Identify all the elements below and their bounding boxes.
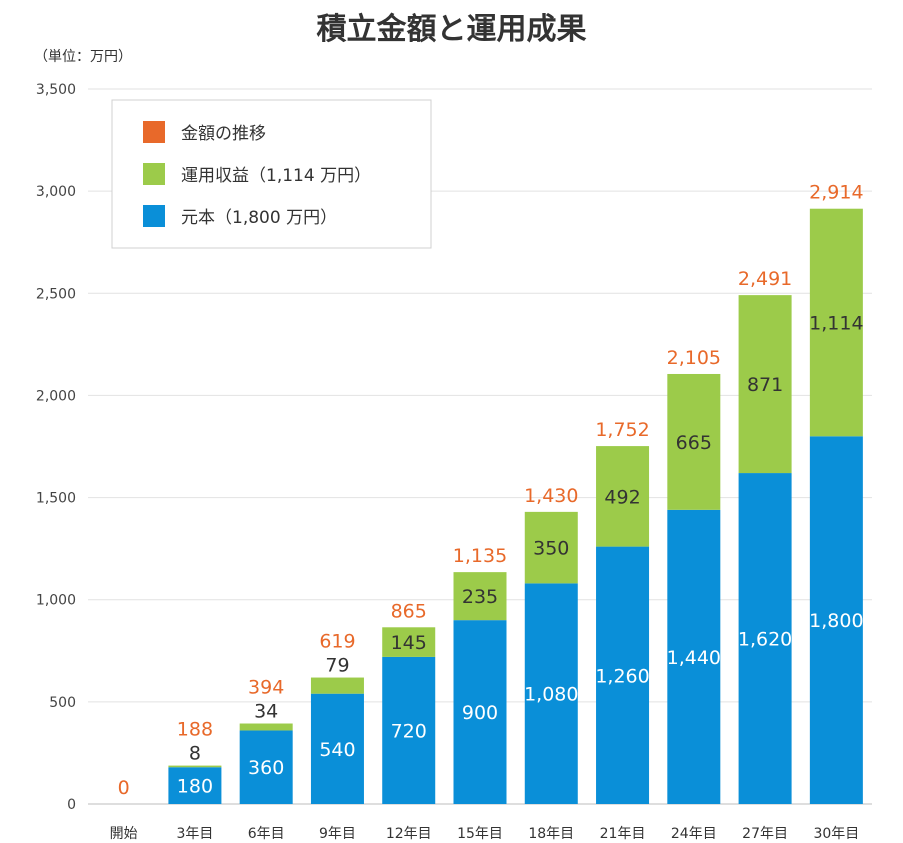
bar-gain xyxy=(453,572,507,621)
principal-label: 540 xyxy=(319,739,355,761)
gain-label: 350 xyxy=(533,538,569,560)
bar-gain xyxy=(524,511,578,584)
x-tick-label: 21年目 xyxy=(600,826,646,842)
bar-principal xyxy=(453,620,507,804)
x-tick-label: 24年目 xyxy=(671,826,717,842)
gain-label: 34 xyxy=(254,701,278,723)
y-tick-label: 3,500 xyxy=(36,82,76,98)
bar-gain xyxy=(809,208,863,437)
total-label: 1,752 xyxy=(595,419,649,441)
gain-label: 79 xyxy=(325,655,349,677)
y-tick-label: 1,500 xyxy=(36,491,76,507)
total-label: 619 xyxy=(319,631,355,653)
principal-label: 1,800 xyxy=(809,610,863,632)
principal-label: 360 xyxy=(248,757,284,779)
bar-principal xyxy=(596,546,650,804)
y-tick-label: 2,000 xyxy=(36,388,76,404)
x-tick-label: 9年目 xyxy=(319,826,356,842)
bar-gain xyxy=(738,295,792,474)
total-label: 2,914 xyxy=(809,182,863,204)
x-tick-label: 3年目 xyxy=(176,826,213,842)
principal-label: 720 xyxy=(391,720,427,742)
y-tick-label: 500 xyxy=(49,695,76,711)
unit-label: （単位：万円） xyxy=(34,49,132,65)
total-label: 2,491 xyxy=(738,268,792,290)
bar-principal xyxy=(738,473,792,804)
bar-principal xyxy=(809,436,863,804)
bars xyxy=(168,208,863,804)
bar-principal xyxy=(168,767,222,804)
x-tick-label: 30年目 xyxy=(813,826,859,842)
bar-principal xyxy=(239,730,293,804)
x-tick-label: 15年目 xyxy=(457,826,503,842)
x-tick-label: 6年目 xyxy=(248,826,285,842)
x-tick-label: 12年目 xyxy=(386,826,432,842)
gain-label: 8 xyxy=(189,743,201,765)
y-tick-label: 3,000 xyxy=(36,184,76,200)
total-label: 188 xyxy=(177,719,213,741)
bar-gain xyxy=(382,627,436,657)
bar-gain xyxy=(310,677,364,694)
legend-swatch xyxy=(143,205,165,227)
legend-swatch xyxy=(143,163,165,185)
legend-label: 運用収益（1,114 万円） xyxy=(181,166,371,186)
chart-title: 積立金額と運用成果 xyxy=(316,12,587,47)
total-label: 1,135 xyxy=(453,545,507,567)
legend-label: 元本（1,800 万円） xyxy=(181,208,337,228)
gain-label: 1,114 xyxy=(809,312,863,334)
total-label: 2,105 xyxy=(667,347,721,369)
bar-gain xyxy=(239,723,293,731)
x-tick-label: 開始 xyxy=(110,826,138,842)
bar-gain xyxy=(168,765,222,768)
x-axis: 開始 3年目 6年目 9年目 12年目 15年目 18年目 21年目 24年目 27年目 30年目 xyxy=(110,826,860,842)
legend-label: 金額の推移 xyxy=(181,124,266,144)
total-label: 865 xyxy=(391,600,427,622)
bar-principal xyxy=(310,693,364,804)
principal-label: 1,440 xyxy=(667,647,721,669)
principal-label: 180 xyxy=(177,776,213,798)
y-tick-label: 2,500 xyxy=(36,286,76,302)
total-label: 0 xyxy=(118,777,130,799)
y-tick-label: 0 xyxy=(67,797,76,813)
principal-label: 900 xyxy=(462,702,498,724)
x-tick-label: 27年目 xyxy=(742,826,788,842)
bar-gain xyxy=(596,446,650,547)
legend-swatch xyxy=(143,121,165,143)
bar-gain xyxy=(667,373,721,510)
y-tick-label: 1,000 xyxy=(36,593,76,609)
bar-principal xyxy=(667,509,721,804)
y-axis: 0 500 1,000 1,500 2,000 2,500 3,000 3,500 xyxy=(36,82,76,813)
gain-label: 665 xyxy=(676,432,712,454)
gain-label: 871 xyxy=(747,374,783,396)
principal-label: 1,080 xyxy=(524,684,578,706)
gain-label: 492 xyxy=(604,486,640,508)
total-label: 394 xyxy=(248,677,284,699)
x-tick-label: 18年目 xyxy=(528,826,574,842)
principal-label: 1,620 xyxy=(738,629,792,651)
total-label: 1,430 xyxy=(524,485,578,507)
bar-principal xyxy=(524,583,578,804)
principal-label: 1,260 xyxy=(595,665,649,687)
gain-label: 235 xyxy=(462,586,498,608)
bar-principal xyxy=(382,656,436,804)
gain-label: 145 xyxy=(391,632,427,654)
legend-box xyxy=(111,99,432,249)
